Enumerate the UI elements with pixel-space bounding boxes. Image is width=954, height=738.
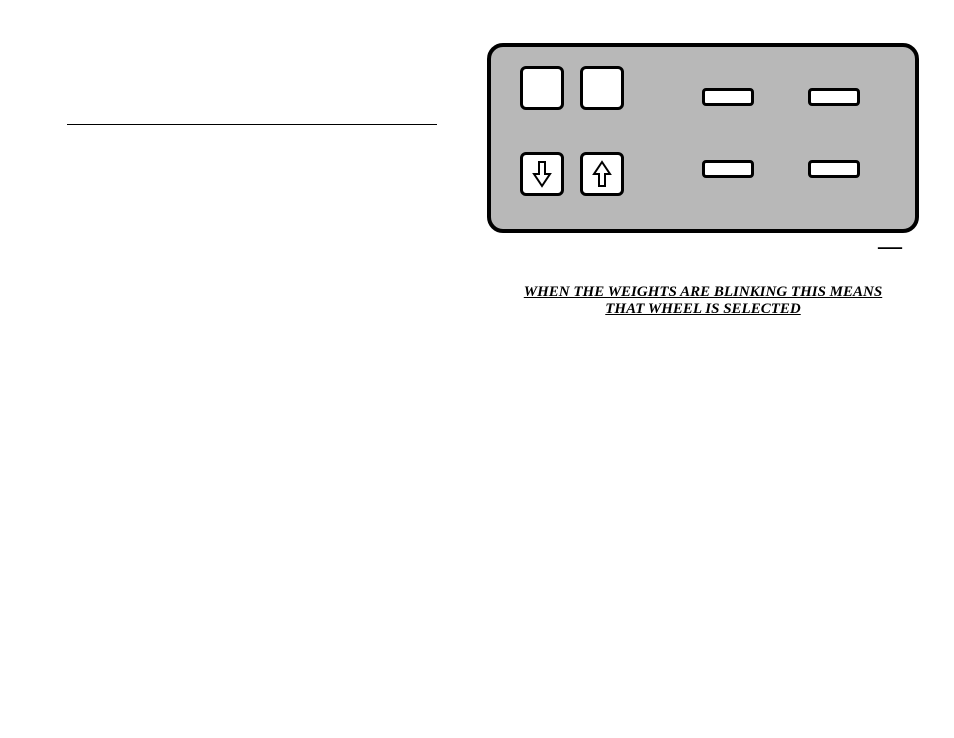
panel-indicator-r1c1[interactable] — [702, 88, 754, 106]
arrow-up-icon — [592, 160, 612, 188]
panel-indicator-r2c2[interactable] — [808, 160, 860, 178]
panel-button-up[interactable] — [580, 152, 624, 196]
panel-button-top-left[interactable] — [520, 66, 564, 110]
caption-line-1: WHEN THE WEIGHTS ARE BLINKING THIS MEANS — [487, 284, 919, 301]
dash-mark: — — [878, 234, 902, 261]
panel-indicator-r1c2[interactable] — [808, 88, 860, 106]
panel-button-down[interactable] — [520, 152, 564, 196]
left-column-underline — [67, 124, 437, 125]
caption-line-2: THAT WHEEL IS SELECTED — [487, 301, 919, 318]
control-panel — [487, 43, 919, 233]
arrow-down-icon — [532, 160, 552, 188]
panel-indicator-r2c1[interactable] — [702, 160, 754, 178]
panel-caption: WHEN THE WEIGHTS ARE BLINKING THIS MEANS… — [487, 284, 919, 318]
panel-button-top-right[interactable] — [580, 66, 624, 110]
